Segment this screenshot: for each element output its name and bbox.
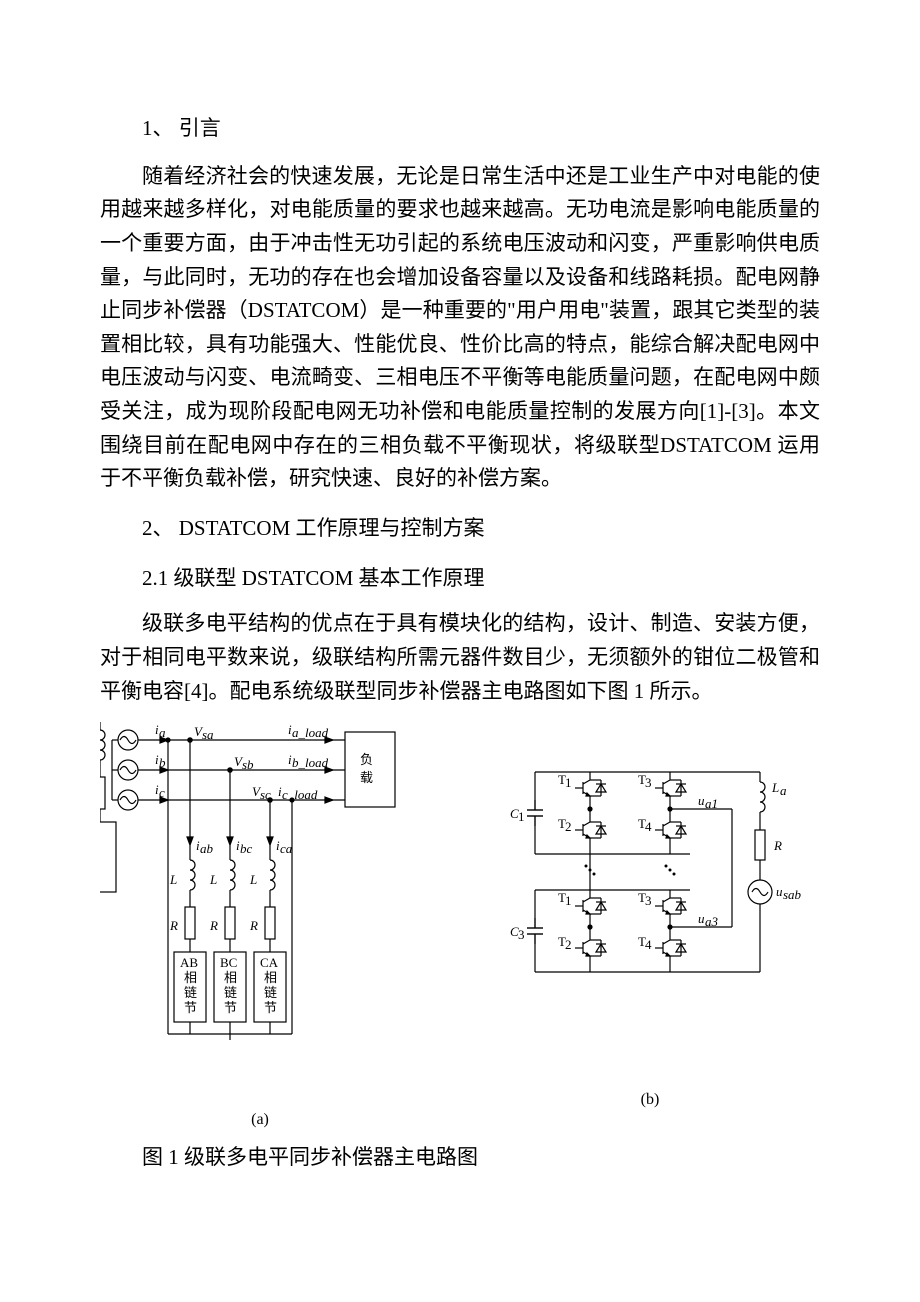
- svg-text:R: R: [209, 918, 218, 933]
- svg-text:sab: sab: [783, 887, 802, 902]
- figure-1-caption: 图 1 级联多电平同步补偿器主电路图: [100, 1141, 820, 1171]
- svg-text:c: c: [159, 785, 165, 800]
- svg-text:sb: sb: [242, 757, 254, 772]
- svg-text:1: 1: [565, 893, 572, 908]
- svg-text:相: 相: [184, 970, 197, 985]
- svg-text:L: L: [209, 872, 217, 887]
- svg-text:b: b: [159, 755, 166, 770]
- svg-text:a: a: [159, 725, 166, 740]
- svg-text:4: 4: [645, 819, 652, 834]
- svg-text:3: 3: [518, 927, 525, 942]
- svg-text:节: 节: [224, 1000, 237, 1015]
- svg-text:2: 2: [565, 819, 572, 834]
- svg-text:1: 1: [565, 775, 572, 790]
- svg-text:2: 2: [565, 937, 572, 952]
- figure-1b-label: (b): [480, 1091, 820, 1109]
- figure-1: ia ib ic Vsa Vsb Vsc ia_load ib_load ic_…: [100, 722, 820, 1129]
- load-label-2: 载: [360, 770, 373, 785]
- svg-text:c_load: c_load: [282, 787, 318, 802]
- svg-text:3: 3: [645, 775, 652, 790]
- svg-text:a1: a1: [705, 796, 718, 811]
- svg-text:链: 链: [224, 985, 237, 1000]
- svg-text:节: 节: [264, 1000, 277, 1015]
- section-1-heading: 1、 引言: [100, 110, 820, 148]
- label-L-1: L: [169, 872, 177, 887]
- paragraph-intro: 随着经济社会的快速发展，无论是日常生活中还是工业生产中对电能的使用越来越多样化，…: [100, 160, 820, 496]
- svg-text:链: 链: [184, 985, 197, 1000]
- figure-1a: ia ib ic Vsa Vsb Vsc ia_load ib_load ic_…: [100, 722, 420, 1129]
- label-R-b: R: [773, 838, 782, 853]
- paragraph-cascade: 级联多电平结构的优点在于具有模块化的结构，设计、制造、安装方便，对于相同电平数来…: [100, 607, 820, 708]
- svg-text:相: 相: [224, 970, 237, 985]
- svg-text:相: 相: [264, 970, 277, 985]
- svg-text:u: u: [698, 793, 705, 808]
- svg-text:u: u: [698, 911, 705, 926]
- svg-text:节: 节: [184, 1000, 197, 1015]
- svg-text:a: a: [780, 783, 787, 798]
- svg-text:1: 1: [518, 809, 525, 824]
- svg-text:b_load: b_load: [292, 755, 329, 770]
- svg-text:bc: bc: [240, 841, 253, 856]
- section-2-1-heading: 2.1 级联型 DSTATCOM 基本工作原理: [100, 560, 820, 598]
- figure-1a-label: (a): [100, 1111, 420, 1129]
- svg-text:R: R: [249, 918, 258, 933]
- svg-text:3: 3: [645, 893, 652, 908]
- section-2-heading: 2、 DSTATCOM 工作原理与控制方案: [100, 510, 820, 548]
- svg-text:ab: ab: [200, 841, 214, 856]
- circuit-diagram-a: ia ib ic Vsa Vsb Vsc ia_load ib_load ic_…: [100, 722, 420, 1102]
- svg-text:链: 链: [264, 985, 277, 1000]
- figure-1b: C1 T1 T2 T3: [480, 762, 820, 1109]
- circuit-diagram-b: C1 T1 T2 T3: [480, 762, 820, 1082]
- svg-text:L: L: [249, 872, 257, 887]
- label-La: L: [771, 780, 779, 795]
- svg-text:sa: sa: [202, 727, 214, 742]
- label-R-1: R: [169, 918, 178, 933]
- label-usab: u: [776, 884, 783, 899]
- svg-text:4: 4: [645, 937, 652, 952]
- load-label-1: 负: [360, 752, 373, 767]
- svg-text:AB: AB: [180, 955, 198, 970]
- svg-text:a3: a3: [705, 914, 719, 929]
- svg-text:BC: BC: [220, 955, 237, 970]
- svg-text:sc: sc: [260, 787, 271, 802]
- svg-text:CA: CA: [260, 955, 279, 970]
- svg-text:a_load: a_load: [292, 725, 329, 740]
- svg-text:ca: ca: [280, 841, 293, 856]
